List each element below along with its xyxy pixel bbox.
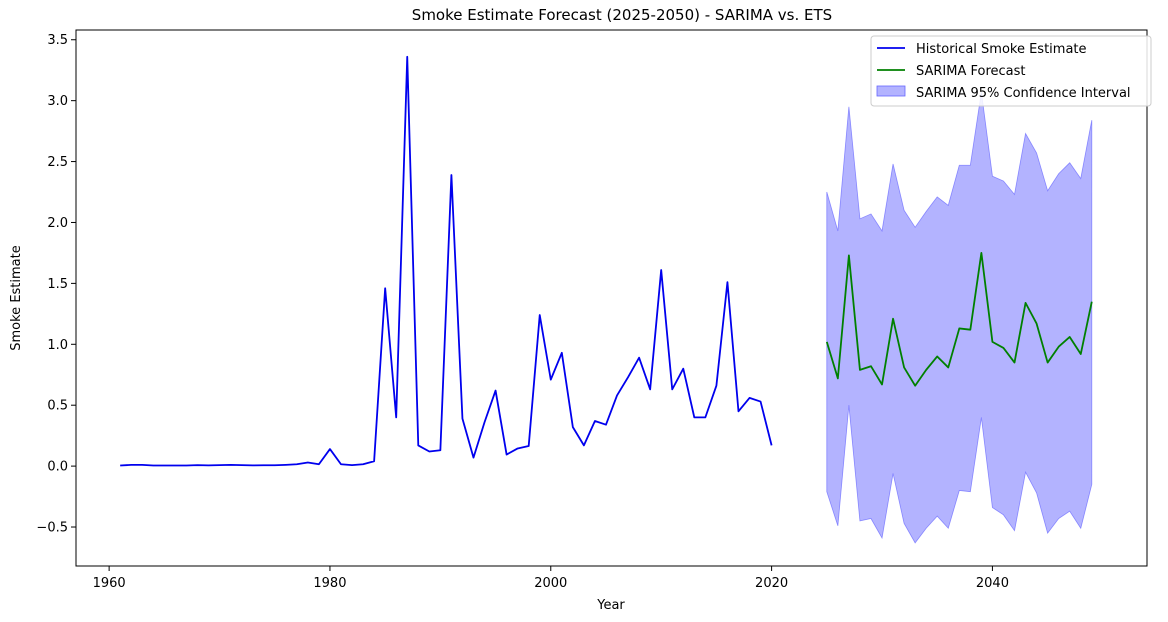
series-line-layer — [120, 55, 1093, 467]
x-axis-title: Year — [596, 598, 625, 613]
x-tick-label: 1960 — [93, 576, 126, 591]
x-tick-label: 2000 — [534, 576, 567, 591]
x-axis-ticks: 1960 1980 2000 2020 2040 — [93, 566, 1009, 591]
legend: Historical Smoke Estimate SARIMA Forecas… — [870, 35, 1152, 107]
legend-label-forecast: SARIMA Forecast — [916, 64, 1026, 79]
chart-title: Smoke Estimate Forecast (2025-2050) - SA… — [412, 6, 832, 24]
x-tick-label: 2020 — [755, 576, 788, 591]
confidence-band-layer — [826, 92, 1093, 544]
y-tick-label: 1.5 — [47, 277, 68, 292]
y-tick-label: 2.0 — [47, 216, 68, 231]
plot-area — [120, 55, 1093, 544]
legend-label-historical: Historical Smoke Estimate — [916, 42, 1087, 57]
x-tick-label: 2040 — [976, 576, 1009, 591]
y-tick-label: 3.0 — [47, 94, 68, 109]
legend-box — [870, 35, 1152, 107]
axes-frame — [75, 29, 1148, 567]
y-tick-label: −0.5 — [36, 521, 68, 536]
historical-series-line — [120, 55, 773, 467]
legend-label-confidence: SARIMA 95% Confidence Interval — [916, 86, 1131, 101]
y-tick-label: 0.5 — [47, 399, 68, 414]
y-tick-label: 1.0 — [47, 338, 68, 353]
y-tick-label: 0.0 — [47, 460, 68, 475]
forecast-series-line — [825, 252, 1093, 387]
legend-swatch-confidence — [876, 85, 906, 97]
y-tick-label: 2.5 — [47, 155, 68, 170]
y-tick-label: 3.5 — [47, 33, 68, 48]
y-axis-title: Smoke Estimate — [9, 245, 24, 351]
x-tick-label: 1980 — [313, 576, 346, 591]
confidence-interval-band — [826, 92, 1093, 544]
y-axis-ticks: −0.5 0.0 0.5 1.0 1.5 2.0 2.5 3.0 3.5 — [36, 33, 76, 536]
